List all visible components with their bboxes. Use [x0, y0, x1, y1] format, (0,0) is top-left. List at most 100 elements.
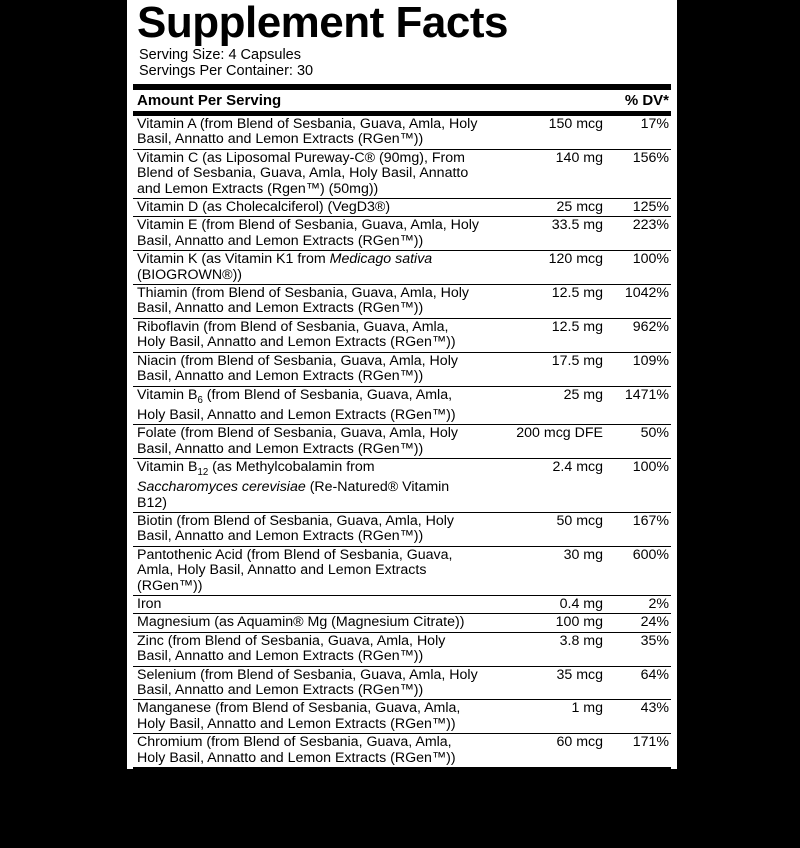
row-divider	[133, 284, 671, 286]
row-divider	[133, 699, 671, 701]
row-divider	[133, 545, 671, 547]
table-row: Zinc (from Blend of Sesbania, Guava, Aml…	[133, 633, 671, 666]
nutrient-table: Vitamin A (from Blend of Sesbania, Guava…	[133, 116, 671, 767]
table-row: Niacin (from Blend of Sesbania, Guava, A…	[133, 353, 671, 386]
row-divider	[133, 424, 671, 426]
row-divider	[133, 733, 671, 735]
nutrient-amount: 33.5 mg	[551, 217, 603, 234]
nutrient-daily-value: **	[659, 771, 669, 786]
nutrient-name: Selenium (from Blend of Sesbania, Guava,…	[137, 666, 478, 699]
nutrient-name: Magnesium (as Aquamin® Mg (Magnesium Cit…	[137, 614, 465, 631]
nutrient-daily-value: 600%	[632, 546, 669, 563]
table-row: Vitamin B6 (from Blend of Sesbania, Guav…	[133, 387, 671, 425]
nutrient-name: Riboflavin (from Blend of Sesbania, Guav…	[137, 318, 456, 351]
row-divider	[133, 631, 671, 633]
table-row: Aztec Marigold (Tagetes erecta) Flower E…	[133, 772, 671, 805]
nutrient-amount: 1 mg	[571, 700, 603, 717]
nutrient-daily-value: 223%	[632, 217, 669, 234]
nutrient-daily-value: 167%	[632, 513, 669, 529]
table-row: Selenium (from Blend of Sesbania, Guava,…	[133, 667, 671, 700]
table-row: Vitamin K2 (as Menaquinone-7) (MenaQ7®) 1…	[133, 806, 671, 823]
nutrient-daily-value: 64%	[640, 666, 669, 683]
other-ingredients-table: Aztec Marigold (Tagetes erecta) Flower E…	[133, 772, 671, 823]
nutrient-daily-value: **	[659, 804, 669, 819]
nutrient-amount: 12.5 mg	[551, 318, 603, 335]
nutrient-daily-value: 35%	[640, 632, 669, 649]
nutrient-name: Vitamin A (from Blend of Sesbania, Guava…	[137, 116, 478, 148]
table-row: Riboflavin (from Blend of Sesbania, Guav…	[133, 319, 671, 352]
row-divider	[133, 148, 671, 150]
servings-per-container: Servings Per Container: 30	[139, 62, 314, 79]
nutrient-amount: 180 mcg	[548, 805, 603, 822]
nutrient-amount: 35 mcg	[556, 666, 603, 683]
nutrient-name: Vitamin K (as Vitamin K1 from Medicago s…	[137, 251, 433, 283]
table-column-headers: Amount Per Serving % DV*	[133, 90, 671, 111]
nutrient-name: Manganese (from Blend of Sesbania, Guava…	[137, 700, 461, 732]
nutrient-name: Vitamin E (from Blend of Sesbania, Guava…	[137, 217, 479, 249]
nutrient-amount: 50 mcg	[556, 513, 603, 529]
serving-info: Serving Size: 4 Capsules Servings Per Co…	[133, 47, 671, 81]
nutrient-name: Pantothenic Acid (from Blend of Sesbania…	[137, 546, 453, 594]
row-divider	[133, 216, 671, 218]
nutrient-daily-value: 171%	[632, 734, 669, 751]
table-row: Vitamin C (as Liposomal Pureway-C® (90mg…	[133, 150, 671, 198]
serving-size: Serving Size: 4 Capsules	[139, 47, 301, 63]
nutrient-amount: 200 mg	[555, 772, 603, 789]
nutrient-name: Vitamin K2 (as Menaquinone-7) (MenaQ7®)	[137, 805, 415, 822]
nutrient-amount: 25 mg	[563, 386, 603, 403]
nutrient-name: Biotin (from Blend of Sesbania, Guava, A…	[137, 513, 455, 545]
row-divider	[133, 613, 671, 615]
nutrient-name: Chromium (from Blend of Sesbania, Guava,…	[137, 734, 456, 766]
nutrient-daily-value: 24%	[640, 614, 669, 631]
table-row: Vitamin K (as Vitamin K1 from Medicago s…	[133, 251, 671, 284]
divider-thick-before-other	[133, 767, 671, 773]
nutrient-name: Iron	[137, 596, 162, 613]
nutrient-name: Vitamin B6 (from Blend of Sesbania, Guav…	[137, 386, 456, 423]
nutrient-name: Vitamin D (as Cholecalciferol) (VegD3®)	[137, 199, 391, 216]
table-row: Manganese (from Blend of Sesbania, Guava…	[133, 700, 671, 733]
nutrient-name: Folate (from Blend of Sesbania, Guava, A…	[137, 425, 458, 457]
table-row: Biotin (from Blend of Sesbania, Guava, A…	[133, 513, 671, 546]
nutrient-name: Niacin (from Blend of Sesbania, Guava, A…	[137, 352, 458, 385]
table-row: Chromium (from Blend of Sesbania, Guava,…	[133, 734, 671, 767]
table-row: Vitamin A (from Blend of Sesbania, Guava…	[133, 116, 671, 149]
nutrient-name: Zinc (from Blend of Sesbania, Guava, Aml…	[137, 632, 446, 665]
nutrient-amount: 12.5 mg	[551, 285, 603, 302]
divider-thick-top	[133, 84, 671, 90]
nutrient-amount: 30 mg	[563, 546, 603, 563]
nutrient-daily-value: 2%	[648, 596, 669, 613]
nutrient-daily-value: 156%	[632, 149, 669, 166]
nutrient-name: Aztec Marigold (Tagetes erecta) Flower E…	[137, 772, 438, 804]
nutrient-daily-value: 100%	[632, 251, 669, 268]
nutrient-amount: 25 mcg	[556, 199, 603, 216]
nutrient-amount: 2.4 mcg	[552, 458, 603, 475]
page-title: Supplement Facts	[137, 0, 508, 47]
percent-dv-header: % DV*	[624, 92, 669, 109]
row-divider	[133, 595, 671, 597]
nutrient-daily-value: 50%	[640, 425, 669, 442]
nutrient-daily-value: 100%	[632, 458, 669, 475]
row-divider	[133, 351, 671, 353]
nutrient-daily-value: 43%	[640, 700, 669, 717]
nutrient-daily-value: 109%	[632, 352, 669, 369]
nutrient-amount: 150 mcg	[548, 116, 603, 132]
table-row: Thiamin (from Blend of Sesbania, Guava, …	[133, 285, 671, 318]
table-row: Magnesium (as Aquamin® Mg (Magnesium Cit…	[133, 614, 671, 631]
nutrient-daily-value: 1042%	[624, 285, 669, 302]
nutrient-name: Vitamin B12 (as Methylcobalamin from Sac…	[137, 458, 450, 511]
table-row: Folate (from Blend of Sesbania, Guava, A…	[133, 425, 671, 458]
table-row: Iron 0.4 mg 2%	[133, 596, 671, 613]
nutrient-daily-value: 1471%	[624, 386, 669, 403]
nutrient-amount: 120 mcg	[548, 251, 603, 268]
nutrient-name: Thiamin (from Blend of Sesbania, Guava, …	[137, 285, 469, 317]
row-divider	[133, 250, 671, 252]
row-divider	[133, 317, 671, 319]
row-divider	[133, 198, 671, 200]
table-row: Vitamin D (as Cholecalciferol) (VegD3®) 2…	[133, 199, 671, 216]
row-divider	[133, 665, 671, 667]
nutrient-amount: 3.8 mg	[559, 632, 603, 649]
row-divider	[133, 512, 671, 513]
supplement-facts-panel: Supplement Facts Serving Size: 4 Capsule…	[124, 0, 680, 846]
table-row: Vitamin B12 (as Methylcobalamin from Sac…	[133, 459, 671, 512]
nutrient-daily-value: 125%	[632, 199, 669, 216]
